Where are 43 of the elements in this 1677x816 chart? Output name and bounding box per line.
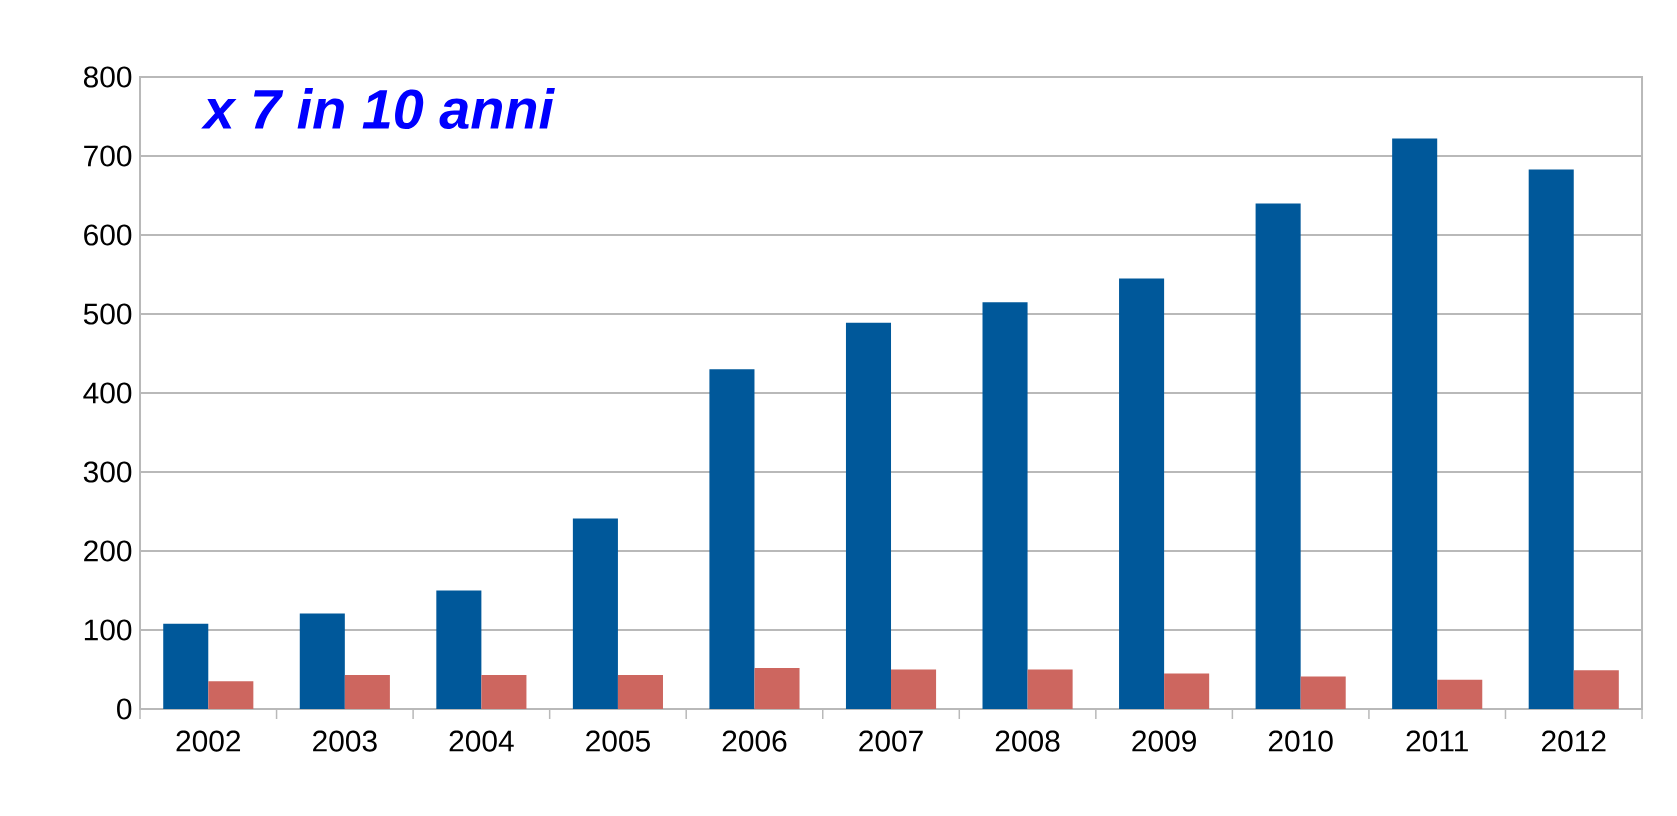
y-tick-label: 500	[83, 303, 132, 325]
y-tick-label: 300	[83, 461, 132, 483]
x-tick-label: 2010	[1268, 730, 1333, 752]
bar	[299, 613, 345, 709]
bar	[1437, 679, 1483, 709]
y-tick-label: 800	[83, 66, 132, 88]
y-tick-label: 0	[117, 698, 132, 720]
bar	[1528, 169, 1574, 709]
bar	[481, 675, 527, 709]
x-tick-label: 2007	[859, 730, 923, 752]
bar	[1573, 670, 1619, 709]
x-tick-label: 2003	[313, 730, 377, 752]
x-tick-label: 2008	[995, 730, 1060, 752]
x-tick-label: 2009	[1132, 730, 1196, 752]
x-tick-label: 2004	[449, 730, 514, 752]
x-tick-label: 2012	[1542, 730, 1606, 752]
y-tick-label: 400	[83, 382, 132, 404]
bar	[1164, 673, 1210, 709]
y-tick-label: 700	[84, 145, 132, 167]
y-tick-label: 200	[84, 540, 132, 562]
bar	[1392, 138, 1438, 709]
annotation: x 7 in 10 anni	[201, 88, 555, 130]
x-tick-label: 2005	[586, 730, 650, 752]
y-tick-label: 100	[84, 619, 132, 641]
x-tick-label: 2002	[176, 730, 241, 752]
bar	[208, 681, 254, 709]
bar	[572, 518, 618, 709]
y-tick-label: 600	[84, 224, 132, 246]
bar	[891, 669, 937, 709]
bar	[1119, 278, 1165, 709]
bar	[436, 590, 482, 709]
bar	[1027, 669, 1073, 709]
bar	[344, 675, 390, 709]
bar	[845, 322, 892, 709]
bar	[1300, 676, 1346, 709]
bar	[982, 302, 1028, 709]
x-tick-label: 2006	[722, 730, 787, 752]
bar	[709, 369, 755, 709]
bar	[1255, 203, 1301, 709]
bar	[617, 675, 663, 709]
bar	[163, 623, 209, 709]
bar	[754, 667, 800, 709]
x-tick-label: 2011	[1406, 730, 1468, 752]
